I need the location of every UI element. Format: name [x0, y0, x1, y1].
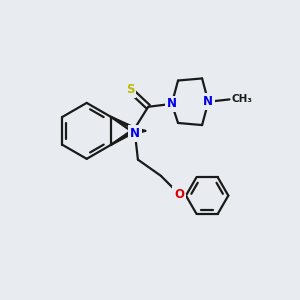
Text: N: N: [203, 95, 213, 108]
Text: N: N: [130, 127, 140, 140]
Text: CH₃: CH₃: [232, 94, 253, 104]
Text: S: S: [126, 83, 134, 96]
Text: O: O: [174, 188, 184, 201]
Text: N: N: [167, 98, 177, 110]
